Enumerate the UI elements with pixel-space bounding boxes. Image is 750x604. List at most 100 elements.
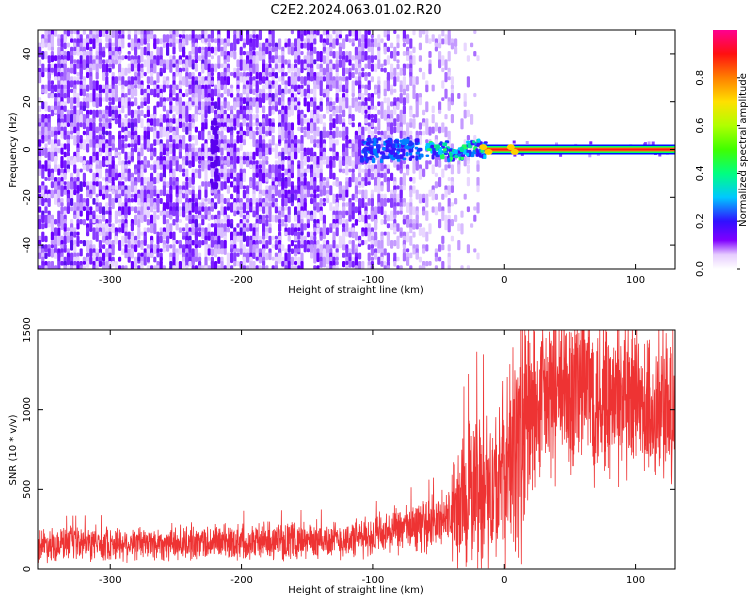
spectrogram-cell bbox=[185, 189, 189, 194]
spectrogram-cell bbox=[274, 147, 278, 159]
spectrogram-cell bbox=[294, 143, 298, 149]
spectrogram-cell bbox=[319, 160, 323, 170]
spectrogram-cell bbox=[140, 88, 144, 96]
spectrogram-cell bbox=[441, 168, 445, 178]
spectrogram-cell bbox=[239, 206, 243, 211]
spectrogram-cell bbox=[386, 118, 390, 123]
spectrogram-cell bbox=[169, 63, 173, 73]
spectrogram-cell bbox=[156, 248, 160, 254]
spectrogram-cell bbox=[98, 143, 102, 148]
spectrogram-cell bbox=[210, 55, 214, 60]
ridge-blob bbox=[484, 148, 493, 155]
spectrogram-cell bbox=[204, 198, 208, 202]
spectrogram-cell bbox=[121, 139, 125, 145]
spectrogram-cell bbox=[414, 146, 419, 150]
spectrogram-cell bbox=[79, 202, 83, 213]
spectrogram-cell bbox=[150, 164, 154, 171]
spectrogram-cell bbox=[242, 160, 246, 165]
spectrogram-cell bbox=[274, 80, 278, 90]
spectrogram-cell bbox=[217, 97, 221, 103]
spectrogram-cell bbox=[207, 181, 211, 187]
spectrogram-cell bbox=[418, 42, 422, 51]
spectrogram-cell bbox=[102, 30, 106, 37]
spectrogram-cell bbox=[326, 265, 330, 269]
spectrogram-cell bbox=[396, 164, 400, 171]
spectrogram-cell bbox=[306, 101, 310, 113]
spectrogram-cell bbox=[79, 109, 83, 115]
spectrogram-cell bbox=[130, 76, 134, 85]
spectrogram-cell bbox=[316, 193, 320, 199]
spectrogram-cell bbox=[191, 122, 195, 129]
spectrogram-cell bbox=[114, 93, 118, 102]
spectrogram-cell bbox=[201, 101, 205, 112]
spectrogram-cell bbox=[383, 80, 387, 91]
spectrogram-cell bbox=[191, 185, 195, 191]
spectrogram-cell bbox=[201, 76, 205, 85]
spectrogram-cell bbox=[306, 231, 310, 238]
spectrogram-cell bbox=[473, 214, 477, 222]
spectrogram-cell bbox=[342, 84, 346, 93]
spectrogram-cell bbox=[41, 214, 45, 223]
spectrogram-cell bbox=[377, 248, 381, 254]
spectrogram-cell bbox=[278, 139, 282, 144]
spectrogram-cell bbox=[406, 168, 410, 176]
spectrogram-cell bbox=[63, 248, 67, 253]
spectrogram-cell bbox=[278, 38, 282, 50]
spectrogram-cell bbox=[268, 105, 272, 117]
spectrogram-cell bbox=[402, 202, 406, 207]
spectrogram-cell bbox=[345, 210, 349, 216]
spectrogram-cell bbox=[236, 118, 240, 124]
spectrogram-cell bbox=[313, 202, 317, 207]
spectrogram-cell bbox=[313, 219, 317, 224]
spectrogram-cell bbox=[175, 223, 179, 231]
spectrogram-cell bbox=[95, 97, 99, 109]
spectrogram-cell bbox=[396, 38, 400, 44]
spectrogram-cell bbox=[82, 122, 86, 130]
spectrogram-cell bbox=[444, 34, 448, 45]
spectrogram-cell bbox=[316, 30, 320, 36]
spectrogram-cell bbox=[92, 122, 96, 133]
spectrogram-cell bbox=[102, 227, 106, 237]
spectrogram-cell bbox=[214, 193, 218, 199]
spectrogram-cell bbox=[214, 51, 218, 56]
spectrogram-cell bbox=[385, 148, 390, 152]
spectrogram-cell bbox=[252, 261, 256, 269]
spectrogram-cell bbox=[118, 38, 122, 49]
spectrogram-cell bbox=[255, 231, 259, 240]
spectrogram-cell bbox=[166, 122, 170, 128]
spectrogram-cell bbox=[559, 153, 563, 157]
spectrogram-cell bbox=[351, 93, 355, 98]
spectrogram-cell bbox=[457, 223, 461, 232]
spectrogram-cell bbox=[425, 34, 429, 44]
spectrogram-cell bbox=[137, 198, 141, 206]
spectrogram-cell bbox=[374, 126, 378, 135]
spectrogram-cell bbox=[233, 235, 237, 242]
spectrogram-cell bbox=[297, 55, 301, 65]
spectrogram-cell bbox=[345, 55, 349, 63]
spectrogram-cell bbox=[79, 72, 83, 80]
spectrogram-cell bbox=[178, 248, 182, 255]
spectrogram-cell bbox=[262, 189, 266, 196]
spectrogram-cell bbox=[79, 156, 83, 163]
spectrogram-cell bbox=[70, 160, 74, 166]
spectrogram-cell bbox=[185, 67, 189, 73]
spectrogram-cell bbox=[402, 244, 406, 249]
spectrogram-cell bbox=[50, 34, 54, 45]
spectrogram-cell bbox=[385, 140, 391, 144]
spectrogram-cell bbox=[70, 189, 74, 201]
spectrogram-cell bbox=[422, 168, 426, 178]
spectrogram-cell bbox=[182, 67, 186, 72]
spectrogram-cell bbox=[418, 265, 422, 269]
spectrogram-cell bbox=[447, 265, 451, 269]
spectrogram-cell bbox=[57, 223, 61, 227]
spectrogram-cell bbox=[226, 252, 230, 262]
spectrogram-cell bbox=[89, 164, 93, 169]
spectrogram-cell bbox=[422, 30, 426, 35]
spectrogram-cell bbox=[76, 256, 80, 262]
spectrogram-cell bbox=[175, 143, 179, 150]
spectrogram-cell bbox=[188, 210, 192, 217]
spectrogram-cell bbox=[332, 235, 336, 241]
spectrogram-cell bbox=[210, 101, 214, 107]
spectrogram-cell bbox=[127, 256, 131, 263]
spectrogram-cell bbox=[380, 172, 384, 178]
